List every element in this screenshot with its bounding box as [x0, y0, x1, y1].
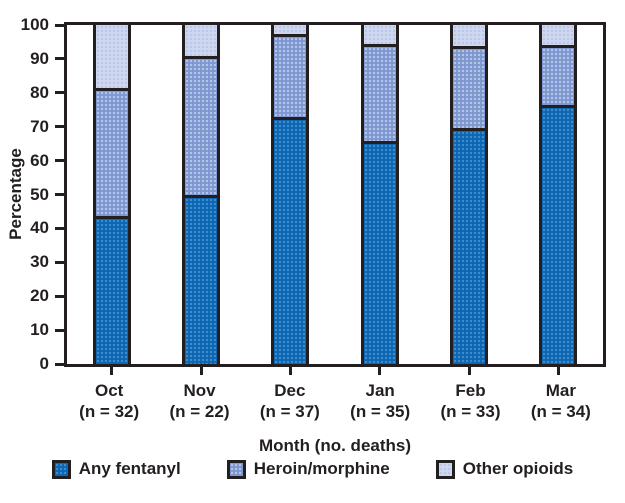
x-tick-mar [556, 367, 560, 375]
x-category-label-mar: Mar (n = 34) [531, 380, 591, 422]
y-tick-label-10: 10 [30, 320, 49, 340]
month-deaths-count: (n = 22) [169, 402, 230, 421]
bar-segment-nov-other-opioids [182, 25, 220, 56]
month-name: Oct [94, 381, 124, 400]
month-name: Feb [455, 381, 486, 400]
bar-segment-jan-any-fentanyl [360, 141, 399, 364]
bar-dec [271, 25, 310, 364]
x-tick-dec [288, 367, 292, 375]
legend-label: Any fentanyl [78, 459, 181, 478]
month-deaths-count: (n = 37) [259, 402, 320, 421]
y-tick-80 [55, 91, 67, 95]
bar-oct [92, 25, 131, 364]
month-deaths-count: (n = 33) [440, 402, 501, 421]
y-tick-label-70: 70 [30, 116, 49, 136]
bar-segment-jan-other-opioids [360, 25, 399, 45]
bar-segment-feb-heroin-morphine [450, 45, 488, 128]
x-tick-jan [378, 367, 382, 375]
month-name: Mar [545, 381, 576, 400]
legend-swatch-icon [226, 459, 246, 479]
bar-segment-mar-other-opioids [539, 25, 578, 46]
y-tick-30 [55, 260, 67, 264]
bar-segment-oct-heroin-morphine [92, 88, 131, 216]
bar-segment-feb-any-fentanyl [450, 127, 488, 364]
x-category-label-dec: Dec (n = 37) [260, 380, 320, 422]
month-deaths-count: (n = 35) [350, 402, 411, 421]
bar-segment-dec-other-opioids [271, 25, 310, 35]
y-tick-label-0: 0 [39, 354, 49, 373]
legend-item-any-fentanyl: Any fentanyl [51, 459, 181, 479]
bar-segment-feb-other-opioids [450, 25, 488, 46]
month-deaths-count: (n = 32) [79, 402, 140, 421]
y-tick-100 [55, 23, 67, 27]
chart-legend: Any fentanyl Heroin/morphine Other opioids [0, 459, 625, 479]
y-tick-40 [55, 226, 67, 230]
legend-item-heroin-morphine: Heroin/morphine [226, 459, 390, 479]
x-category-label-feb: Feb (n = 33) [441, 380, 501, 422]
bar-segment-mar-heroin-morphine [539, 45, 578, 105]
bar-mar [539, 25, 578, 364]
y-tick-0 [55, 362, 67, 366]
bar-segment-dec-heroin-morphine [271, 34, 310, 117]
bar-segment-oct-other-opioids [92, 25, 131, 89]
month-name: Jan [365, 381, 395, 400]
x-axis-title: Month (no. deaths) [258, 436, 412, 455]
month-deaths-count: (n = 34) [530, 402, 591, 421]
y-tick-label-50: 50 [30, 184, 49, 204]
y-tick-label-40: 40 [30, 218, 49, 238]
y-tick-label-20: 20 [30, 286, 49, 306]
x-category-label-oct: Oct (n = 32) [79, 380, 139, 422]
legend-swatch-icon [51, 459, 71, 479]
bar-segment-jan-heroin-morphine [360, 44, 399, 142]
bar-segment-oct-any-fentanyl [92, 215, 131, 364]
legend-label: Heroin/morphine [253, 459, 390, 478]
y-tick-90 [55, 57, 67, 61]
y-tick-10 [55, 328, 67, 332]
y-tick-70 [55, 125, 67, 129]
y-tick-label-60: 60 [30, 150, 49, 170]
y-tick-label-30: 30 [30, 252, 49, 272]
legend-label: Other opioids [462, 459, 574, 478]
legend-swatch-icon [435, 459, 455, 479]
bar-segment-nov-heroin-morphine [182, 55, 220, 195]
x-category-label-nov: Nov (n = 22) [170, 380, 230, 422]
plot-area: 0 10 20 30 40 50 60 70 80 90 100 [21, 15, 606, 375]
y-tick-label-100: 100 [20, 15, 49, 34]
x-tick-feb [467, 367, 471, 375]
x-tick-nov [199, 367, 203, 375]
month-name: Nov [183, 381, 216, 400]
bar-segment-nov-any-fentanyl [182, 194, 220, 364]
legend-item-other-opioids: Other opioids [435, 459, 574, 479]
bar-jan [360, 25, 399, 364]
y-tick-20 [55, 294, 67, 298]
y-tick-60 [55, 159, 67, 163]
bar-nov [182, 25, 220, 364]
y-tick-label-90: 90 [30, 48, 49, 68]
x-tick-oct [110, 367, 114, 375]
x-category-label-jan: Jan (n = 35) [350, 380, 410, 422]
bar-segment-mar-any-fentanyl [539, 104, 578, 364]
y-tick-50 [55, 193, 67, 196]
y-tick-label-80: 80 [30, 82, 49, 102]
month-name: Dec [274, 381, 306, 400]
bar-segment-dec-any-fentanyl [271, 116, 310, 364]
x-category-labels: Oct (n = 32) Nov (n = 22) Dec (n = 37) Jan (n =… [64, 380, 606, 426]
bar-feb [450, 25, 488, 364]
